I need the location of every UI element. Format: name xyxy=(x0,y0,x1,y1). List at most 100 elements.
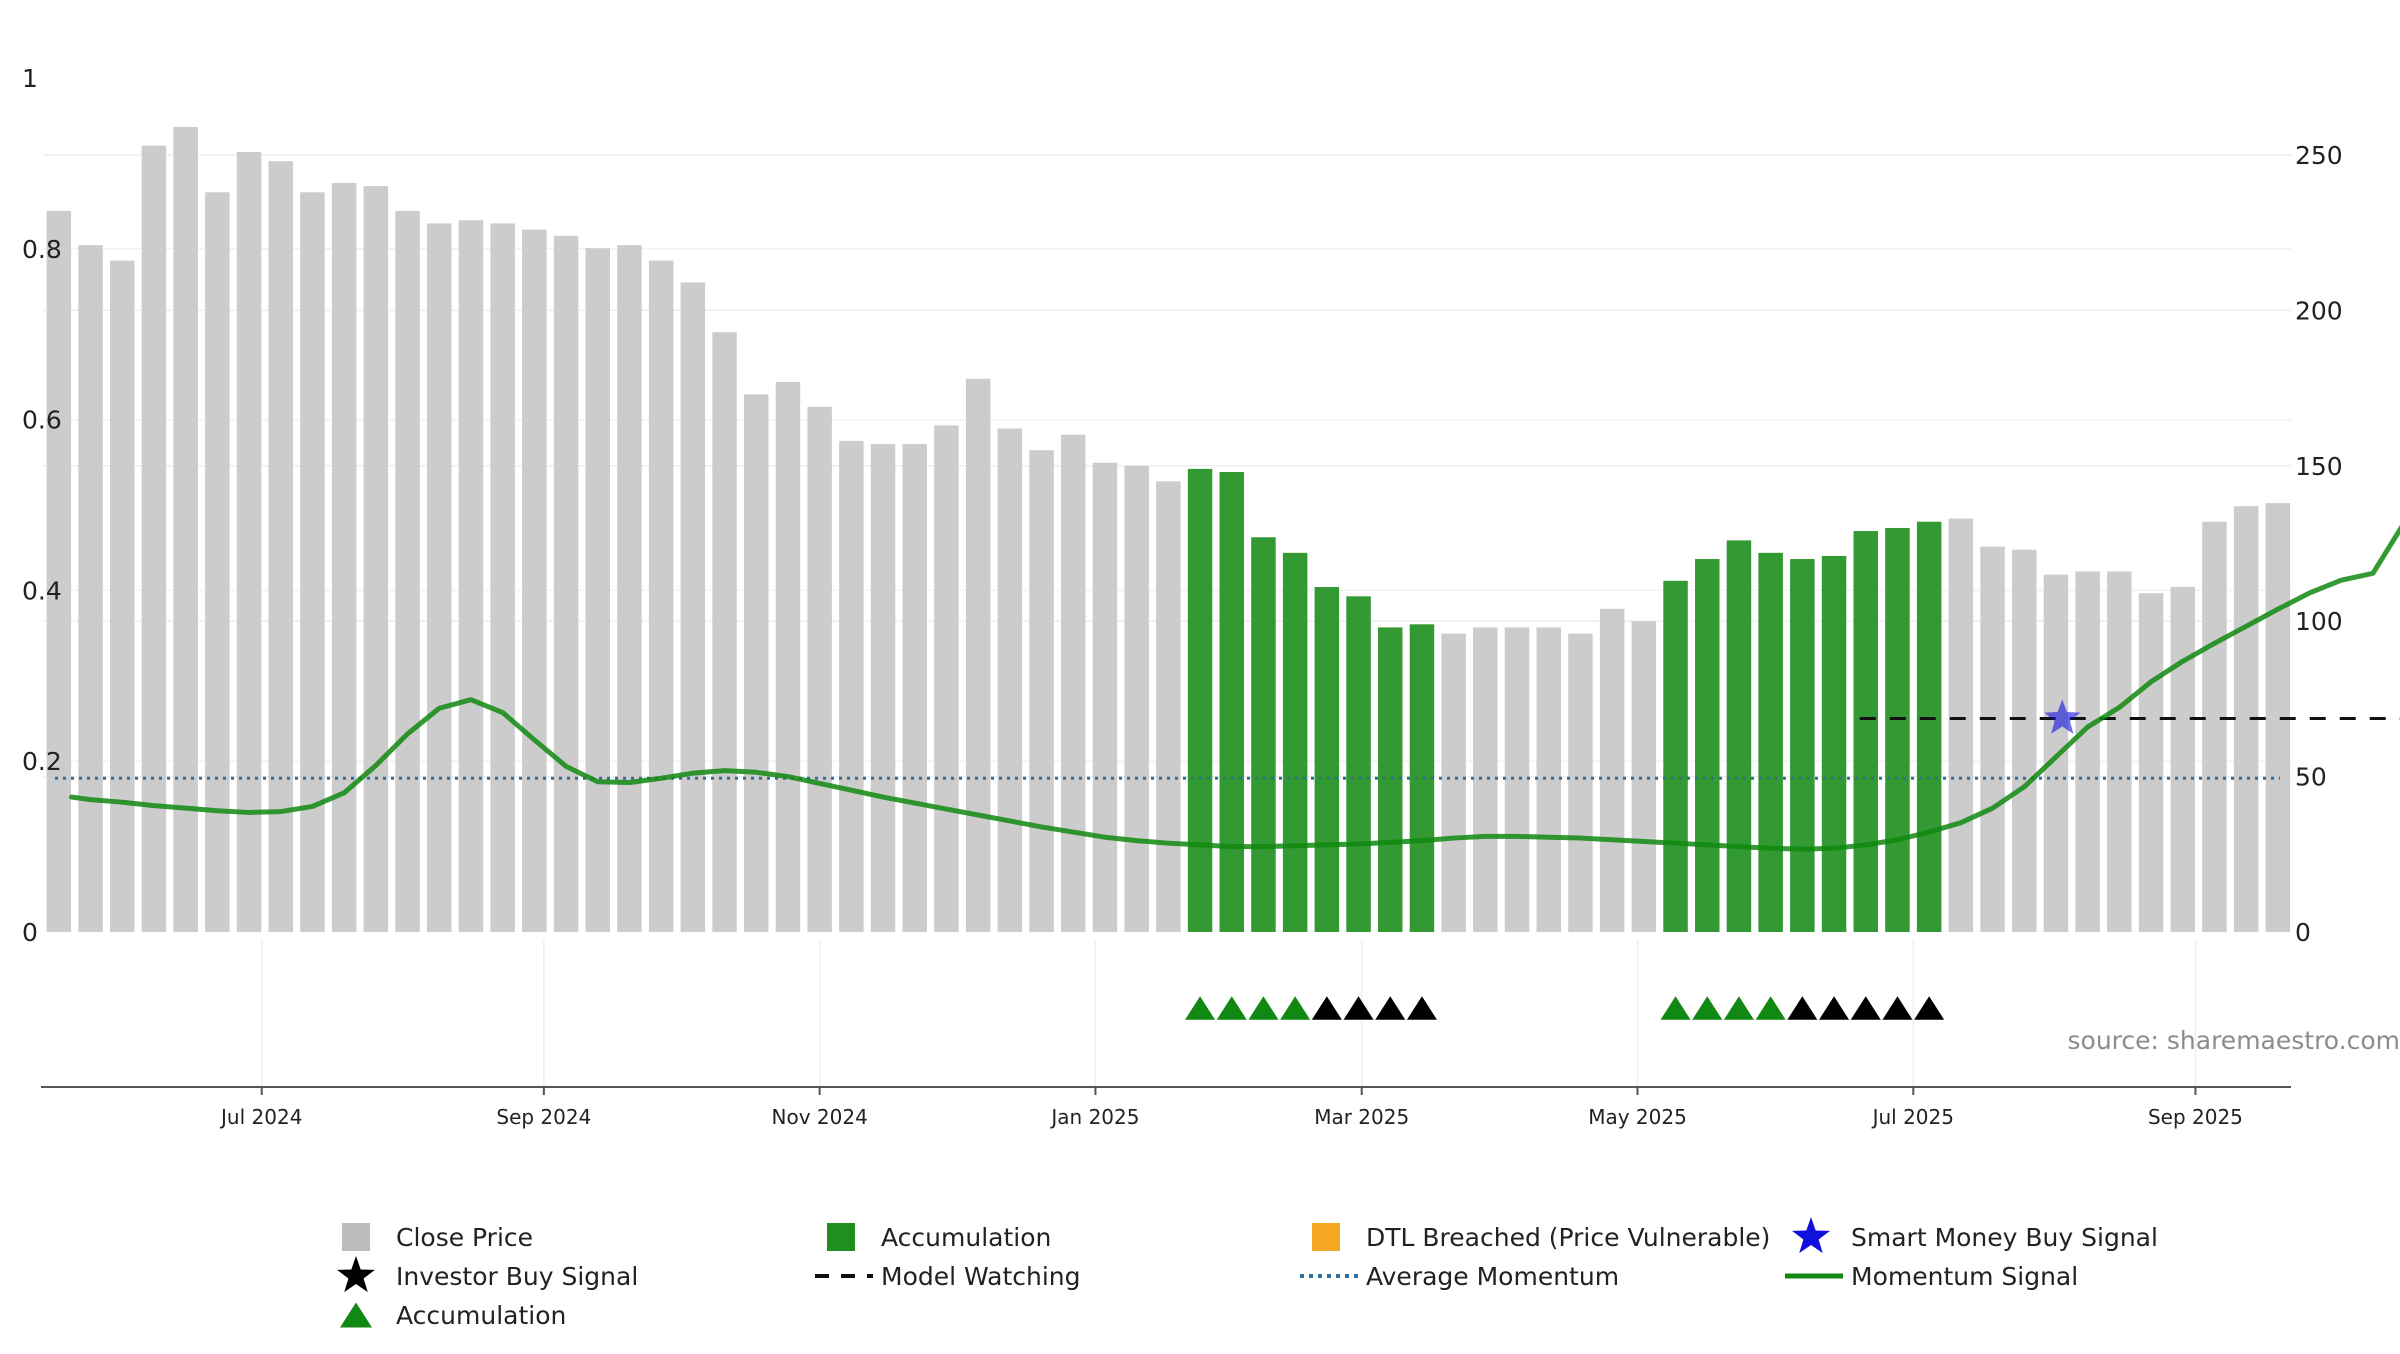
close-price-bar xyxy=(237,152,261,932)
close-price-bar xyxy=(395,211,420,932)
accumulation-triangle xyxy=(1692,996,1722,1019)
accumulation-triangle xyxy=(1724,996,1754,1019)
accumulation-bar xyxy=(1758,553,1783,932)
x-axis-tick-label: Nov 2024 xyxy=(772,1105,868,1129)
close-price-bar xyxy=(269,161,294,932)
close-price-bar xyxy=(2139,593,2164,932)
x-axis-tick-label: Jan 2025 xyxy=(1049,1105,1139,1129)
close-price-bar xyxy=(427,223,452,932)
close-price-bar xyxy=(712,332,737,932)
close-price-bar xyxy=(903,444,928,932)
accumulation-bar xyxy=(1663,581,1688,932)
close-price-bar xyxy=(1473,627,1498,932)
close-price-bar xyxy=(110,261,135,932)
close-price-bar xyxy=(1505,627,1530,932)
investor-buy-triangle xyxy=(1344,996,1374,1019)
accumulation-triangle xyxy=(1280,996,1310,1019)
close-price-bar xyxy=(1568,634,1593,932)
close-price-bar xyxy=(807,407,832,932)
close-price-bar xyxy=(1949,519,1974,932)
close-price-bar xyxy=(617,245,642,932)
close-price-bar xyxy=(490,223,515,932)
close-price-bar xyxy=(522,230,547,932)
x-axis-tick-label: May 2025 xyxy=(1588,1105,1687,1129)
accumulation-bar xyxy=(1378,627,1403,932)
accumulation-bar xyxy=(1346,596,1371,932)
close-price-bar xyxy=(1537,627,1562,932)
right-axis-tick-label: 100 xyxy=(2295,607,2343,636)
legend-item: Accumulation xyxy=(827,1223,1051,1252)
close-price-bar xyxy=(142,146,167,932)
legend-item: DTL Breached (Price Vulnerable) xyxy=(1312,1223,1770,1252)
close-price-bar xyxy=(2075,571,2100,932)
triangle-green-icon xyxy=(340,1303,372,1328)
accumulation-bar xyxy=(1410,624,1435,932)
left-axis-tick-label: 0 xyxy=(22,918,38,947)
accumulation-bar xyxy=(1822,556,1847,932)
close-price-bar xyxy=(459,220,484,932)
investor-buy-triangle xyxy=(1312,996,1342,1019)
star-black-icon xyxy=(337,1256,375,1292)
legend-label: Model Watching xyxy=(881,1262,1081,1291)
close-price-bar xyxy=(1441,634,1466,932)
accumulation-bar xyxy=(1917,522,1942,932)
investor-buy-triangle xyxy=(1407,996,1437,1019)
close-price-bar xyxy=(2107,571,2132,932)
right-axis-tick-label: 50 xyxy=(2295,763,2327,792)
close-price-bar xyxy=(1029,450,1054,932)
accumulation-bar xyxy=(1283,553,1308,932)
accumulation-bar xyxy=(1251,537,1276,932)
accumulation-triangle xyxy=(1248,996,1278,1019)
legend-item: Smart Money Buy Signal xyxy=(1792,1217,2158,1253)
close-price-bar xyxy=(78,245,103,932)
accumulation-bar xyxy=(1315,587,1340,932)
close-price-bar xyxy=(776,382,801,932)
investor-buy-triangle xyxy=(1787,996,1817,1019)
x-axis-tick-label: Sep 2025 xyxy=(2148,1105,2243,1129)
left-axis-tick-label: 1 xyxy=(22,64,38,93)
legend-item: Model Watching xyxy=(815,1262,1081,1291)
accumulation-bar xyxy=(1727,540,1752,932)
legend-label: Investor Buy Signal xyxy=(396,1262,638,1291)
close-price-bar xyxy=(934,425,959,932)
close-price-bar xyxy=(586,248,611,932)
legend-label: Average Momentum xyxy=(1366,1262,1619,1291)
accumulation-triangle xyxy=(1756,996,1786,1019)
accumulation-bar xyxy=(1220,472,1245,932)
close-price-bar xyxy=(998,429,1023,932)
legend-item: Investor Buy Signal xyxy=(337,1256,638,1292)
close-price-bar xyxy=(1061,435,1086,932)
legend-label: Momentum Signal xyxy=(1851,1262,2078,1291)
legend-item: Average Momentum xyxy=(1300,1262,1619,1291)
left-axis-tick-label: 0.8 xyxy=(22,235,62,264)
legend-item: Momentum Signal xyxy=(1785,1262,2078,1291)
left-axis-tick-label: 0.2 xyxy=(22,747,62,776)
bars-layer xyxy=(47,127,2291,932)
square-green-icon xyxy=(827,1223,855,1251)
close-price-bar xyxy=(2044,575,2069,932)
investor-buy-triangle xyxy=(1914,996,1944,1019)
accumulation-triangle xyxy=(1661,996,1691,1019)
right-axis-tick-label: 150 xyxy=(2295,452,2343,481)
square-gray-icon xyxy=(342,1223,370,1251)
accumulation-bar xyxy=(1885,528,1910,932)
investor-buy-triangle xyxy=(1882,996,1912,1019)
left-axis-tick-label: 0.4 xyxy=(22,576,62,605)
close-price-bar xyxy=(744,394,769,932)
close-price-bar xyxy=(2012,550,2037,932)
legend-label: DTL Breached (Price Vulnerable) xyxy=(1366,1223,1770,1252)
close-price-bar xyxy=(1093,463,1118,932)
accumulation-triangle xyxy=(1217,996,1247,1019)
close-price-bar xyxy=(1980,547,2005,932)
accumulation-bar xyxy=(1695,559,1720,932)
close-price-bar xyxy=(966,379,991,932)
accumulation-bar xyxy=(1790,559,1815,932)
accumulation-bar xyxy=(1188,469,1213,932)
right-axis-tick-label: 250 xyxy=(2295,141,2343,170)
investor-buy-triangle xyxy=(1819,996,1849,1019)
legend-label: Smart Money Buy Signal xyxy=(1851,1223,2158,1252)
close-price-bar xyxy=(332,183,357,932)
